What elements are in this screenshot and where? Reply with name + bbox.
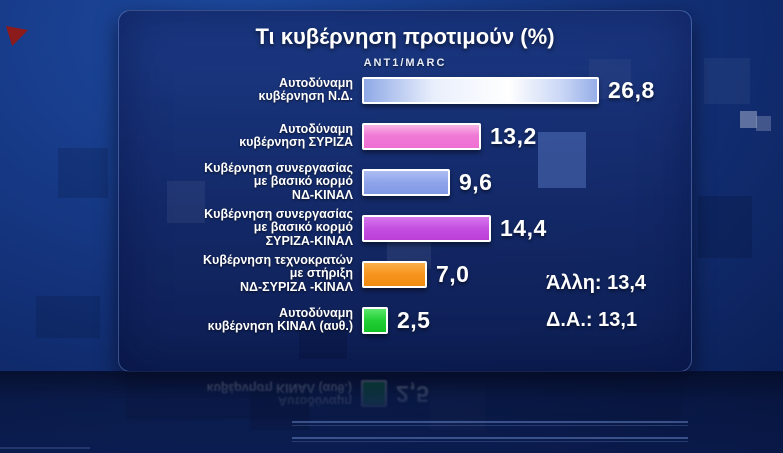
mosaic-square: [538, 132, 586, 188]
decor-line: [292, 441, 688, 442]
bar: [362, 306, 388, 334]
decor-line: [292, 421, 688, 423]
chart-row: Κυβέρνηση συνεργασίας με βασικό κορμό ΣΥΡΙ…: [127, 207, 683, 249]
mosaic-square: [698, 196, 752, 258]
bar: [362, 76, 599, 104]
mosaic-square: [167, 181, 205, 223]
chart-rows: Αυτοδύναμη κυβέρνηση Ν.Δ. 26,8 Αυτοδύναμη κυ…: [127, 69, 683, 341]
bar-value: 9,6: [459, 168, 493, 195]
bar-value: 2,5: [397, 306, 431, 333]
source-label: ANT1/MARC: [363, 57, 447, 69]
corner-square-decoration: [756, 116, 771, 131]
bar-label: Κυβέρνηση τεχνοκρατών με στήριξη ΝΔ-ΣΥΡΙΖΑ…: [203, 252, 353, 294]
mosaic-square: [58, 148, 108, 198]
bar-value: 26,8: [608, 76, 655, 103]
bar: [362, 260, 427, 288]
chart-row: Αυτοδύναμη κυβέρνηση Ν.Δ. 26,8: [127, 69, 683, 111]
annotation-dkna: Δ.Α.: 13,1: [546, 309, 638, 331]
panel-content: Τι κυβέρνηση προτιμούν (%) ANT1/MARC Αυτ…: [119, 11, 691, 371]
chart-row: Κυβέρνηση τεχνοκρατών με στήριξη ΝΔ-ΣΥΡΙΖΑ…: [127, 253, 683, 295]
red-triangle-decoration: [6, 26, 28, 46]
bar-label: Κυβέρνηση συνεργασίας με βασικό κορμό ΝΔ-Κ…: [204, 160, 353, 202]
bar-label: Αυτοδύναμη κυβέρνηση Ν.Δ.: [258, 75, 353, 103]
poll-panel: Τι κυβέρνηση προτιμούν (%) ANT1/MARC Αυτ…: [118, 10, 692, 372]
bottom-band: [0, 371, 783, 453]
bar: [362, 214, 491, 242]
bar-label: Αυτοδύναμη κυβέρνηση ΣΥΡΙΖΑ: [239, 121, 353, 149]
bar: [362, 122, 481, 150]
mosaic-square: [36, 296, 100, 338]
bar-value: 7,0: [436, 260, 470, 287]
chart-title: Τι κυβέρνηση προτιμούν (%): [255, 24, 555, 49]
decor-line: [292, 425, 688, 426]
bar-label: Κυβέρνηση συνεργασίας με βασικό κορμό ΣΥΡΙ…: [204, 206, 353, 248]
chart-annotations: Άλλη: 13,4 Δ.Α.: 13,1: [546, 265, 646, 339]
decor-line: [0, 447, 90, 449]
chart-row: Αυτοδύναμη κυβέρνηση ΣΥΡΙΖΑ 13,2: [127, 115, 683, 157]
bar-value: 13,2: [490, 122, 537, 149]
annotation-other: Άλλη: 13,4: [546, 272, 647, 294]
corner-square-decoration: [740, 111, 757, 128]
mosaic-square: [299, 327, 347, 359]
bar-label: Αυτοδύναμη κυβέρνηση ΚΙΝΑΛ (αυθ.): [207, 305, 353, 333]
chart-row: Αυτοδύναμη κυβέρνηση ΚΙΝΑΛ (αυθ.) 2,5: [127, 299, 683, 341]
mosaic-square: [704, 58, 750, 104]
bar-value: 14,4: [500, 214, 547, 241]
bar: [362, 168, 450, 196]
chart-row: Κυβέρνηση συνεργασίας με βασικό κορμό ΝΔ-Κ…: [127, 161, 683, 203]
decor-line: [292, 437, 688, 439]
